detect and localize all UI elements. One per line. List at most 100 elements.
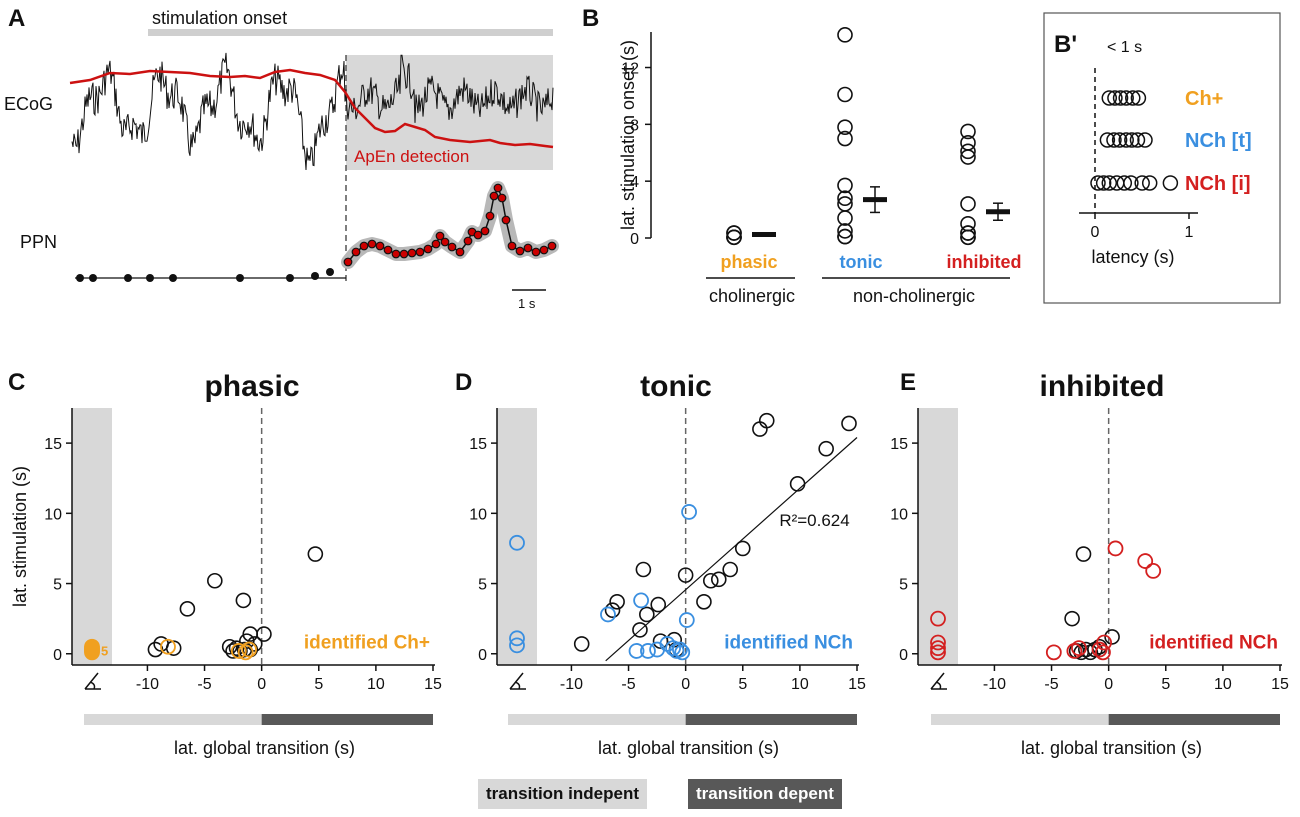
no-transition-point (930, 644, 946, 661)
ppn-spike-dot (463, 236, 473, 246)
latency-point (1095, 175, 1112, 191)
group-label: inhibited (947, 252, 1022, 272)
transition-independent-bar (931, 714, 1109, 725)
data-point (837, 86, 853, 103)
ppn-spike-dot (531, 247, 541, 257)
panel-title: phasic (204, 370, 299, 403)
ppn-spikes (343, 183, 557, 267)
y-tick-label: 5 (899, 577, 908, 594)
panel-e-plot: 0 5 10 15 -10 -5 0 5 10 15 lat. global transition … (890, 370, 1289, 758)
no-transition-point (84, 638, 100, 655)
data-point (207, 572, 223, 589)
latency-point (1130, 90, 1147, 106)
y-tick-label: 8 (630, 117, 639, 134)
no-transition-point (930, 610, 946, 627)
legend-transition-independent: transition indepent (478, 779, 647, 809)
latency-point (1107, 90, 1123, 106)
data-point (726, 225, 742, 241)
no-transition-column (918, 408, 958, 665)
ppn-spike-dot (473, 230, 483, 240)
latency-point (1090, 175, 1106, 191)
y-tick-label: 0 (899, 647, 908, 664)
ppn-spike-dot (515, 246, 525, 256)
identified-point (237, 644, 254, 661)
non-cholinergic-label: non-cholinergic (853, 286, 975, 306)
panel-label-b-prime: B' (1054, 31, 1077, 58)
ppn-spike-dot (480, 226, 490, 236)
ppn-spike-dot (391, 249, 401, 259)
transition-independent-bar (84, 714, 262, 725)
y-tick-label: 15 (469, 436, 487, 453)
y-axis-label: lat. stimulation onset (s) (618, 40, 638, 230)
data-point (696, 594, 712, 610)
identified-point (1137, 553, 1154, 569)
ppn-spike-dot (501, 215, 511, 225)
ppn-spike-dot (423, 244, 433, 254)
latency-point (1106, 132, 1122, 148)
x-tick-label: -5 (621, 676, 635, 693)
no-transition-point (509, 534, 525, 551)
no-transition-point (930, 640, 946, 657)
latency-point (1118, 132, 1134, 148)
x-tick-label: -5 (1044, 676, 1058, 693)
data-point (247, 636, 263, 652)
stacked-count-label: 5 (101, 644, 108, 659)
latency-point (1134, 175, 1150, 191)
x-tick-label: 5 (738, 676, 747, 693)
ecog-label: ECoG (4, 94, 53, 114)
identified-point (160, 638, 176, 655)
latency-point (1124, 132, 1140, 148)
regression-line (605, 437, 858, 662)
angle-glyph (84, 672, 101, 690)
latency-point (1125, 90, 1141, 106)
identified-point (633, 592, 650, 609)
identified-point (1145, 563, 1162, 579)
panel-label-b: B (582, 5, 599, 32)
x-tick-label: 10 (367, 676, 385, 693)
panel-b-prime-frame (1043, 12, 1281, 304)
data-point (1064, 610, 1080, 627)
x-tick-label: -10 (136, 676, 159, 693)
data-point (1104, 629, 1120, 645)
stimulation-onset-label: stimulation onset (152, 8, 287, 28)
panel-c-plot: 0 5 10 15 -10 -5 0 5 10 15 lat. global transition … (10, 370, 442, 758)
data-point (837, 196, 853, 212)
data-point (960, 225, 976, 241)
data-point (818, 440, 834, 457)
x-tick-label: -10 (983, 676, 1006, 693)
identified-point (665, 640, 681, 657)
x-tick-label: 0 (1104, 676, 1113, 693)
no-transition-column (72, 408, 112, 665)
data-point (722, 561, 739, 578)
identified-point (681, 504, 697, 520)
y-tick-label: 0 (630, 231, 639, 248)
data-point (639, 606, 655, 623)
data-point (165, 640, 182, 656)
x-tick-label: 5 (1161, 676, 1170, 693)
y-axis-label: lat. stimulation (s) (10, 466, 30, 607)
data-point (677, 567, 694, 583)
latency-point (1116, 175, 1133, 191)
x-tick-label: 0 (681, 676, 690, 693)
identified-annotation: identified NCh (724, 633, 853, 654)
identified-point (668, 643, 685, 659)
transition-dependent-bar (261, 714, 433, 725)
stimulation-onset-bar (148, 29, 553, 36)
x-axis-label: latency (s) (1091, 247, 1174, 267)
group-label: phasic (720, 252, 777, 272)
data-point (758, 412, 775, 429)
ppn-spike-dot (485, 211, 495, 221)
latency-point (1099, 132, 1116, 148)
identified-point (678, 612, 695, 628)
ppn-label: PPN (20, 232, 57, 252)
data-point (179, 601, 196, 617)
data-point (1075, 546, 1092, 562)
group-label: tonic (840, 252, 883, 272)
identified-annotation: identified Ch+ (304, 633, 430, 654)
y-tick-label: 5 (53, 577, 62, 594)
data-point (609, 594, 625, 610)
identified-point (1071, 640, 1087, 657)
panel-title: tonic (640, 370, 712, 403)
